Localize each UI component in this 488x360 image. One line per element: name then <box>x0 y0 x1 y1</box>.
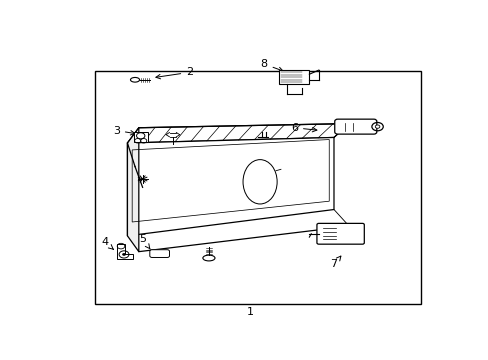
Polygon shape <box>127 138 333 236</box>
Bar <box>95 71 420 304</box>
Text: 4: 4 <box>101 237 113 249</box>
FancyBboxPatch shape <box>334 119 376 134</box>
Circle shape <box>374 125 379 128</box>
Bar <box>134 132 147 143</box>
Bar <box>279 70 309 84</box>
Text: 5: 5 <box>139 234 150 249</box>
Text: 3: 3 <box>113 126 135 135</box>
Polygon shape <box>127 123 348 143</box>
Text: 8: 8 <box>260 59 283 72</box>
Text: 1: 1 <box>246 307 254 317</box>
Text: 6: 6 <box>290 123 316 133</box>
FancyBboxPatch shape <box>316 223 364 244</box>
Circle shape <box>122 253 126 256</box>
FancyBboxPatch shape <box>149 250 169 257</box>
Text: 2: 2 <box>156 67 193 79</box>
Polygon shape <box>127 128 139 252</box>
Text: 7: 7 <box>330 256 340 269</box>
